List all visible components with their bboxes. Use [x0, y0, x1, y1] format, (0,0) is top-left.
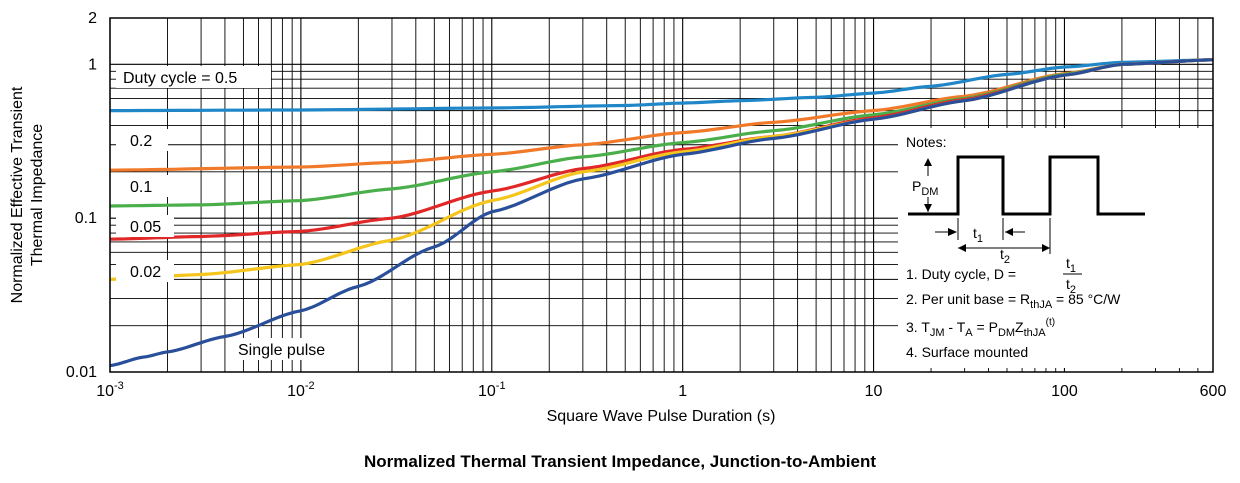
figure-caption: Normalized Thermal Transient Impedance, …	[0, 452, 1240, 472]
t2-sub: 2	[1004, 254, 1010, 266]
pdm-sub: DM	[921, 186, 938, 198]
x-tick-label: 10-3	[96, 380, 124, 400]
notes-box: Notes: PDM t1 t2 1. Duty cycle, D = t1 t…	[898, 128, 1214, 368]
series-label-single-pulse: Single pulse	[238, 342, 325, 359]
note-3-sup: (t)	[1046, 317, 1055, 328]
note-3-c: = P	[973, 319, 998, 335]
x-tick-label: 600	[1200, 383, 1227, 400]
x-tick-label: 10	[865, 383, 883, 400]
x-tick-label: 100	[1051, 383, 1078, 400]
pdm-label: P	[912, 178, 921, 194]
note-2-sub: thJA	[1030, 299, 1053, 311]
t1-sub: 1	[977, 233, 983, 245]
x-tick-label: 1	[678, 383, 687, 400]
note-3-b: - T	[945, 319, 966, 335]
note-3-sub-d: thJA	[1024, 327, 1047, 339]
notes-heading: Notes:	[906, 134, 946, 150]
note-1-num-sub: 1	[1070, 263, 1076, 275]
thermal-impedance-chart: Duty cycle = 0.5 0.2 0.1 0.05 0.02 Singl…	[0, 0, 1240, 440]
y-tick-label: 1	[88, 56, 97, 73]
note-2-post: = 85 °C/W	[1052, 291, 1121, 307]
series-label-0.1: 0.1	[130, 179, 152, 196]
x-tick-label: 10-1	[478, 380, 506, 400]
note-3: 3. T	[906, 319, 930, 335]
y-tick-label: 0.01	[66, 364, 97, 381]
note-1: 1. Duty cycle, D =	[906, 266, 1016, 282]
series-line-0	[110, 60, 1213, 111]
x-tick-label: 10-2	[287, 380, 315, 400]
note-2: 2. Per unit base = R	[906, 291, 1030, 307]
y-tick-label: 0.1	[75, 210, 97, 227]
series-label-0.5: Duty cycle = 0.5	[123, 70, 237, 87]
y-axis-label-line2: Thermal Impedance	[29, 124, 46, 266]
y-tick-label: 2	[88, 10, 97, 27]
note-4: 4. Surface mounted	[906, 344, 1028, 360]
series-label-0.02: 0.02	[130, 264, 161, 281]
series-label-0.05: 0.05	[130, 219, 161, 236]
x-axis-label: Square Wave Pulse Duration (s)	[547, 408, 776, 425]
y-axis-label-line1: Normalized Effective Transient	[9, 86, 26, 303]
note-3-sub-a: JM	[930, 327, 945, 339]
series-label-0.2: 0.2	[130, 133, 152, 150]
note-3-sub-c: DM	[998, 327, 1015, 339]
